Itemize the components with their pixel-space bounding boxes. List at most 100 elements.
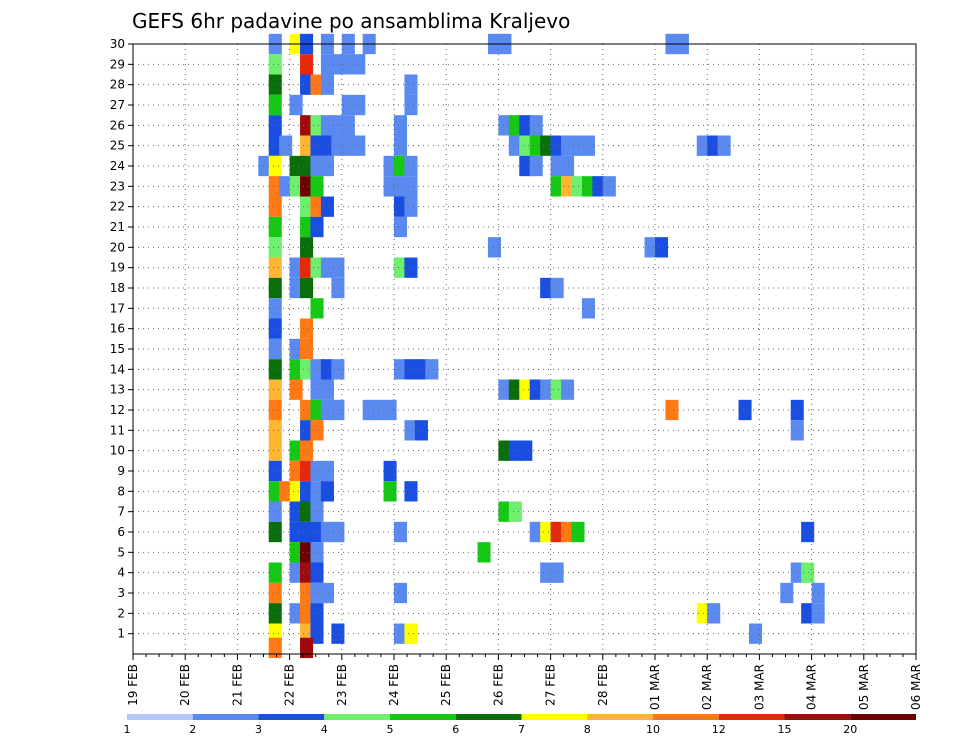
heatmap-cell <box>602 176 616 197</box>
heatmap-cell <box>331 135 345 156</box>
heatmap-cell <box>310 257 324 278</box>
heatmap-cell <box>320 196 334 217</box>
y-tick-label: 25 <box>110 139 125 153</box>
heatmap-cell <box>279 481 293 502</box>
heatmap-cell <box>289 155 303 177</box>
grid-lines <box>133 43 916 654</box>
heatmap-cell <box>404 155 418 177</box>
heatmap-cell <box>404 176 418 197</box>
heatmap-cell <box>289 338 303 360</box>
y-tick-label: 21 <box>110 220 125 234</box>
heatmap-cell <box>394 359 408 380</box>
heatmap-cell <box>289 359 303 380</box>
heatmap-cell <box>300 420 314 441</box>
heatmap-cell <box>279 135 293 156</box>
heatmap-cell <box>550 155 564 177</box>
heatmap-cell <box>404 481 418 502</box>
heatmap-cell <box>310 501 324 522</box>
heatmap-cell <box>320 379 334 400</box>
heatmap-cell <box>300 501 314 522</box>
y-tick-label: 11 <box>110 423 125 437</box>
y-tick-label: 20 <box>110 240 125 254</box>
heatmap-cell <box>279 176 293 197</box>
heatmap-cell <box>300 521 314 543</box>
heatmap-cell <box>268 562 282 583</box>
heatmap-cell <box>498 115 512 136</box>
heatmap-cell <box>300 155 314 177</box>
heatmap-cell <box>540 521 554 543</box>
heatmap-cell <box>310 196 324 217</box>
colorbar-swatch <box>784 714 851 720</box>
heatmap-cell <box>300 399 314 421</box>
heatmap-cell <box>487 237 502 258</box>
heatmap-cell <box>529 379 543 400</box>
heatmap-cell <box>519 440 533 461</box>
heatmap-cell <box>550 135 564 156</box>
y-tick-label: 19 <box>110 261 125 275</box>
y-tick-label: 3 <box>117 586 125 600</box>
heatmap-cell <box>404 623 418 644</box>
heatmap-cell <box>394 135 408 156</box>
heatmap-cell <box>268 155 282 177</box>
colorbar-label: 4 <box>321 723 328 736</box>
heatmap-cell <box>289 521 303 543</box>
heatmap-cell <box>383 399 397 421</box>
heatmap-cell <box>404 94 418 116</box>
heatmap-cell <box>404 420 418 441</box>
x-tick-label: 19 FEB <box>126 664 140 706</box>
heatmap-cell <box>383 155 397 177</box>
heatmap-cell <box>790 562 804 583</box>
heatmap-cell <box>300 115 314 136</box>
heatmap-cell <box>310 582 324 604</box>
colorbar-swatch <box>718 714 785 720</box>
y-tick-label: 4 <box>117 566 125 580</box>
colorbar-swatch <box>455 714 522 720</box>
heatmap-cell <box>268 277 282 299</box>
heatmap-cell <box>550 521 564 543</box>
heatmap-cell <box>655 237 669 258</box>
y-tick-label: 23 <box>110 179 125 193</box>
heatmap-cell <box>519 155 533 177</box>
chart-title: GEFS 6hr padavine po ansamblima Kraljevo <box>132 9 570 33</box>
heatmap-cell <box>258 155 272 177</box>
heatmap-cell <box>550 176 564 197</box>
heatmap-cell <box>644 237 658 258</box>
y-tick-label: 17 <box>110 301 125 315</box>
heatmap-cell <box>300 176 314 197</box>
heatmap-cell <box>801 521 815 543</box>
heatmap-cell <box>268 481 282 502</box>
heatmap-cell <box>320 399 334 421</box>
heatmap-cell <box>394 257 408 278</box>
x-tick-label: 28 FEB <box>596 664 610 706</box>
colorbar-swatch <box>653 714 719 720</box>
heatmap-cell <box>268 440 282 461</box>
heatmap-cell <box>268 501 282 522</box>
heatmap-cell <box>310 420 324 441</box>
heatmap-cell <box>268 420 282 441</box>
colorbar-swatch <box>850 714 916 720</box>
heatmap-cell <box>268 298 282 319</box>
heatmap-cell <box>310 155 324 177</box>
heatmap-cell <box>268 237 282 258</box>
heatmap-cell <box>477 542 491 563</box>
heatmap-cell <box>300 196 314 217</box>
y-tick-label: 24 <box>110 159 125 173</box>
heatmap-cell <box>320 481 334 502</box>
x-tick-label: 25 FEB <box>439 664 453 706</box>
heatmap-cell <box>404 257 418 278</box>
heatmap-cell <box>561 521 575 543</box>
heatmap-cell <box>268 603 282 624</box>
y-tick-label: 29 <box>110 57 125 71</box>
heatmap-cell <box>394 176 408 197</box>
heatmap-cell <box>320 115 334 136</box>
heatmap-cell <box>529 115 543 136</box>
y-axis-ticks: 1234567891011121314151617181920212223242… <box>110 37 133 641</box>
heatmap-cell <box>268 257 282 278</box>
heatmap-cell <box>300 359 314 380</box>
x-tick-label: 21 FEB <box>230 664 244 706</box>
heatmap-cell <box>268 94 282 116</box>
heatmap-cell <box>529 521 543 543</box>
heatmap-cell <box>540 562 554 583</box>
y-tick-label: 13 <box>110 383 125 397</box>
